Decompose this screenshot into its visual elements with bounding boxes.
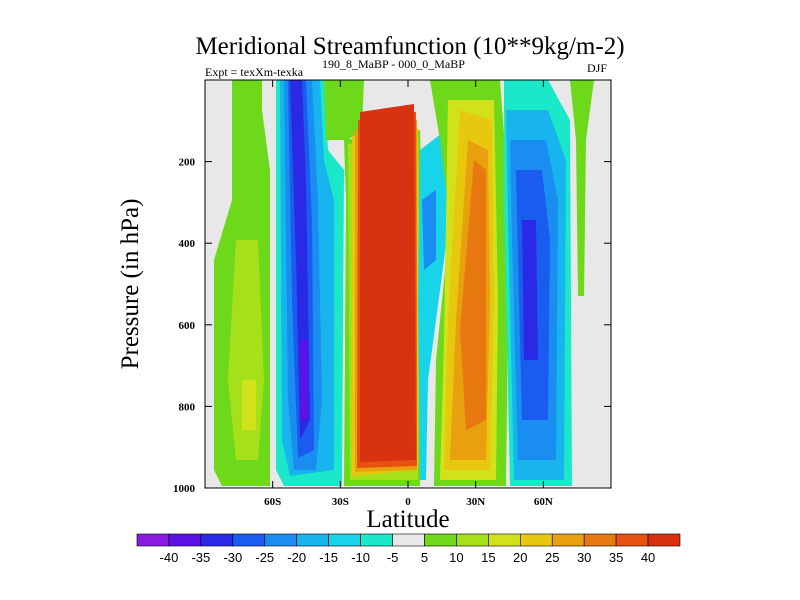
chart-title: Meridional Streamfunction (10**9kg/m-2) [195,33,624,60]
y-tick-label: 1000 [173,483,196,495]
colorbar-label: 40 [641,550,655,565]
x-tick-label: 30N [466,496,485,508]
colorbar-label: -10 [351,550,370,565]
colorbar-swatch [583,533,617,547]
colorbar-label: -30 [223,550,242,565]
contour-nh-neg-sub-2 [422,190,436,270]
colorbar-swatch [136,533,170,547]
x-axis-label: Latitude [366,506,449,533]
contour-field [204,79,612,489]
colorbar-swatch [296,533,329,547]
contour-sh-neg-core [300,340,308,420]
contour-sh-pos-core [242,380,256,430]
colorbar-label: 5 [421,550,428,565]
y-tick-label: 800 [179,401,196,413]
colorbar-label: -20 [287,550,306,565]
colorbar-label: -15 [319,550,338,565]
colorbar-swatch [264,533,298,547]
colorbar-swatch [647,533,681,547]
colorbar-label: 35 [609,550,623,565]
colorbar: -40 -35 -30 -25 -20 -15 -10 -5 5 10 15 20 25 30 35 40 [136,533,681,565]
y-tick-label: 200 [179,157,196,169]
colorbar-swatch [615,533,649,547]
colorbar-swatch [392,533,425,547]
x-tick-label: 30S [332,496,349,508]
colorbar-swatch [232,533,266,547]
colorbar-label: -5 [387,550,399,565]
colorbar-label: -35 [191,550,210,565]
colorbar-swatch [551,533,585,547]
contour-nh-pos-core [460,160,486,430]
colorbar-swatch [456,533,489,547]
colorbar-label: 15 [481,550,495,565]
colorbar-swatch [488,533,521,547]
colorbar-label: 10 [449,550,463,565]
y-axis: 200 400 600 800 1000 [173,157,611,495]
colorbar-label: 20 [513,550,527,565]
colorbar-swatch [200,533,234,547]
colorbar-label: 25 [545,550,559,565]
colorbar-swatch [328,533,361,547]
y-tick-label: 600 [179,320,196,332]
x-tick-label: 60N [534,496,553,508]
contour-nh-neg-core [522,220,538,360]
colorbar-swatch [168,533,202,547]
contour-nh-polar [570,80,594,296]
season-label: DJF [587,61,607,75]
y-axis-label: Pressure (in hPa) [117,199,144,370]
y-tick-label: 400 [179,238,196,250]
experiment-label: Expt = texXm-texka [205,65,304,79]
experiment-periods: 190_8_MaBP - 000_0_MaBP [322,57,465,71]
contour-upper-green [324,80,364,140]
colorbar-label: -40 [160,550,179,565]
colorbar-swatch [424,533,457,547]
colorbar-label: -25 [255,550,274,565]
colorbar-swatch [360,533,393,547]
x-axis: 60S 30S 0 30N 60N [264,80,553,508]
contour-trop-core [360,104,416,462]
x-tick-label: 60S [264,496,281,508]
x-tick-label: 0 [405,496,411,508]
colorbar-swatch [519,533,553,547]
colorbar-label: 30 [577,550,591,565]
